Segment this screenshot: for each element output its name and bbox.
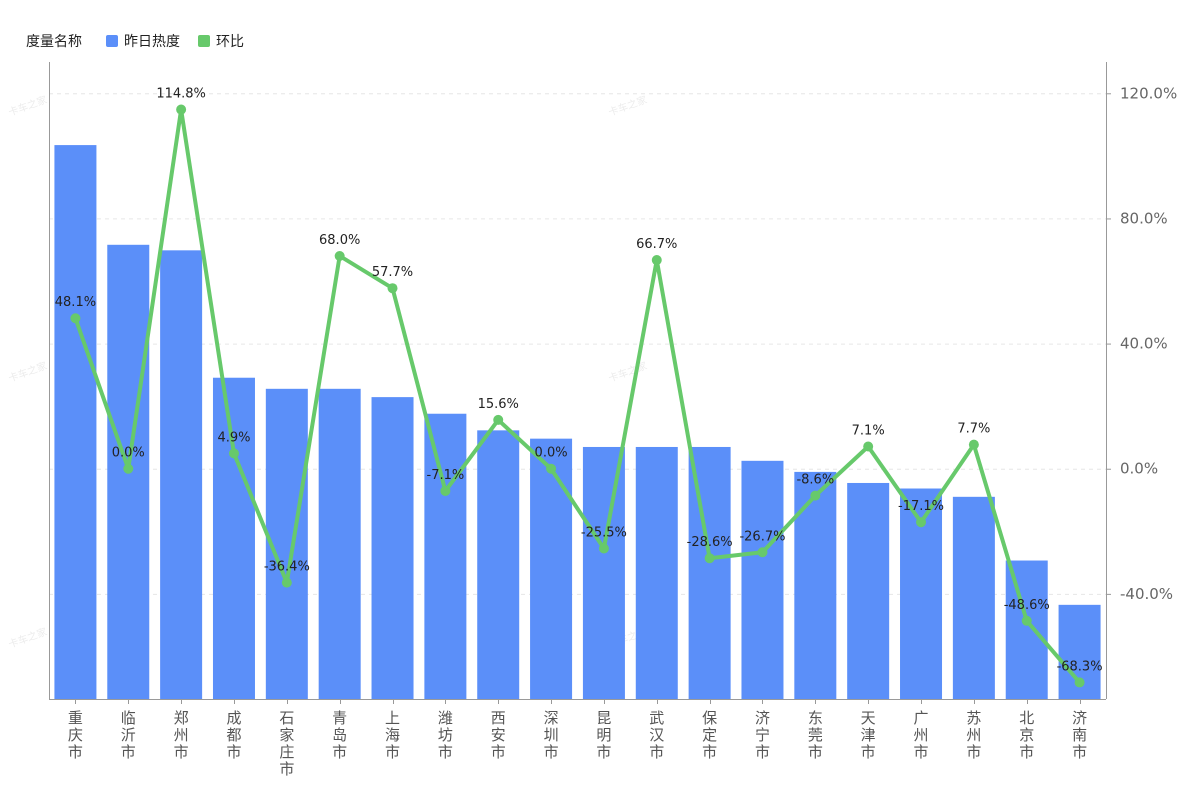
line-point-16 <box>863 441 874 452</box>
line-point-9 <box>493 414 504 425</box>
line-point-1 <box>70 313 81 324</box>
bar-9 <box>477 430 520 699</box>
x-tick-label: 临沂市 <box>121 709 136 761</box>
bar-19 <box>1005 560 1048 699</box>
line-point-5 <box>281 577 292 588</box>
line-point-2 <box>123 463 134 474</box>
line-point-17 <box>916 517 927 528</box>
x-tick-label: 济宁市 <box>755 709 770 761</box>
line-point-18 <box>968 439 979 450</box>
line-point-14 <box>757 547 768 558</box>
data-label: 4.9% <box>217 430 250 445</box>
y-tick-label: 80.0% <box>1120 209 1168 227</box>
line-series-huanbi <box>73 107 1082 684</box>
y-tick-label: -40.0% <box>1120 585 1173 603</box>
data-label: 68.0% <box>319 233 360 248</box>
line-point-6 <box>334 250 345 261</box>
data-label: 57.7% <box>372 265 413 280</box>
x-tick-label: 济南市 <box>1072 709 1087 761</box>
legend: 度量名称 昨日热度 环比 <box>26 31 262 51</box>
x-tick-label: 深圳市 <box>544 709 559 761</box>
line-point-15 <box>810 490 821 501</box>
legend-bar-label: 昨日热度 <box>124 34 180 50</box>
bar-6 <box>318 388 361 699</box>
y-tick-label: 40.0% <box>1120 335 1168 353</box>
line-point-7 <box>387 283 398 294</box>
x-tick-label: 重庆市 <box>68 709 83 761</box>
data-label: -7.1% <box>427 468 465 483</box>
x-tick-label: 石家庄市 <box>279 709 294 778</box>
bar-15 <box>794 471 837 699</box>
data-label: 48.1% <box>55 295 96 310</box>
x-tick-label: 青岛市 <box>332 709 347 761</box>
data-label: -68.3% <box>1057 659 1103 674</box>
data-label: 66.7% <box>636 237 677 252</box>
x-tick-label: 昆明市 <box>596 709 611 761</box>
data-label: -28.6% <box>687 535 733 550</box>
x-tick-label: 保定市 <box>702 709 717 761</box>
line-point-10 <box>546 463 557 474</box>
line-point-13 <box>704 553 715 564</box>
data-label: 0.0% <box>112 446 145 461</box>
line-point-4 <box>228 448 239 459</box>
watermark: 卡车之家 <box>7 625 49 651</box>
line-point-3 <box>176 104 187 115</box>
data-label: -25.5% <box>581 526 627 541</box>
data-label: -17.1% <box>898 499 944 514</box>
y-tick-label: 0.0% <box>1120 460 1158 478</box>
legend-line-label: 环比 <box>216 34 244 50</box>
bar-1 <box>54 145 97 699</box>
x-tick-label: 苏州市 <box>966 709 981 761</box>
data-label: -48.6% <box>1004 598 1050 613</box>
x-tick-label: 广州市 <box>914 709 929 761</box>
bar-7 <box>371 397 414 699</box>
legend-title: 度量名称 <box>26 34 82 50</box>
data-label: 0.0% <box>535 446 568 461</box>
legend-bar-swatch <box>106 35 118 47</box>
data-label: 7.1% <box>852 424 885 439</box>
x-tick-label: 北京市 <box>1019 709 1034 761</box>
data-label: -8.6% <box>796 473 834 488</box>
bar-12 <box>635 446 678 699</box>
x-tick-label: 成都市 <box>226 709 241 761</box>
x-tick-label: 西安市 <box>491 709 506 761</box>
legend-line-swatch <box>198 35 210 47</box>
x-tick-label: 天津市 <box>861 709 876 761</box>
watermark: 卡车之家 <box>7 359 49 385</box>
data-label: 7.7% <box>957 422 990 437</box>
data-label: -26.7% <box>739 529 785 544</box>
line-point-12 <box>651 255 662 266</box>
legend-item-line[interactable]: 环比 <box>198 31 244 51</box>
bar-10 <box>530 438 573 699</box>
x-tick-label: 潍坊市 <box>438 709 453 761</box>
bar-3 <box>160 250 203 699</box>
x-tick-label: 东莞市 <box>808 709 823 761</box>
x-tick-label: 武汉市 <box>649 709 664 761</box>
y-tick-label: 120.0% <box>1120 84 1177 102</box>
bar-8 <box>424 413 467 699</box>
watermark: 卡车之家 <box>7 93 49 119</box>
line-point-20 <box>1074 677 1085 688</box>
bar-16 <box>847 482 890 699</box>
data-label: 114.8% <box>156 87 206 102</box>
bar-14 <box>741 460 784 699</box>
watermark: 卡车之家 <box>607 359 649 385</box>
watermark: 卡车之家 <box>607 93 649 119</box>
bar-18 <box>952 496 995 699</box>
line-point-19 <box>1021 615 1032 626</box>
legend-item-bar[interactable]: 昨日热度 <box>106 31 180 51</box>
x-tick-label: 上海市 <box>385 709 400 761</box>
data-label: -36.4% <box>264 560 310 575</box>
line-point-8 <box>440 485 451 496</box>
line-point-11 <box>598 543 609 554</box>
bar-4 <box>212 377 255 699</box>
x-tick-label: 郑州市 <box>174 709 189 761</box>
data-label: 15.6% <box>478 397 519 412</box>
bar-11 <box>582 446 625 699</box>
